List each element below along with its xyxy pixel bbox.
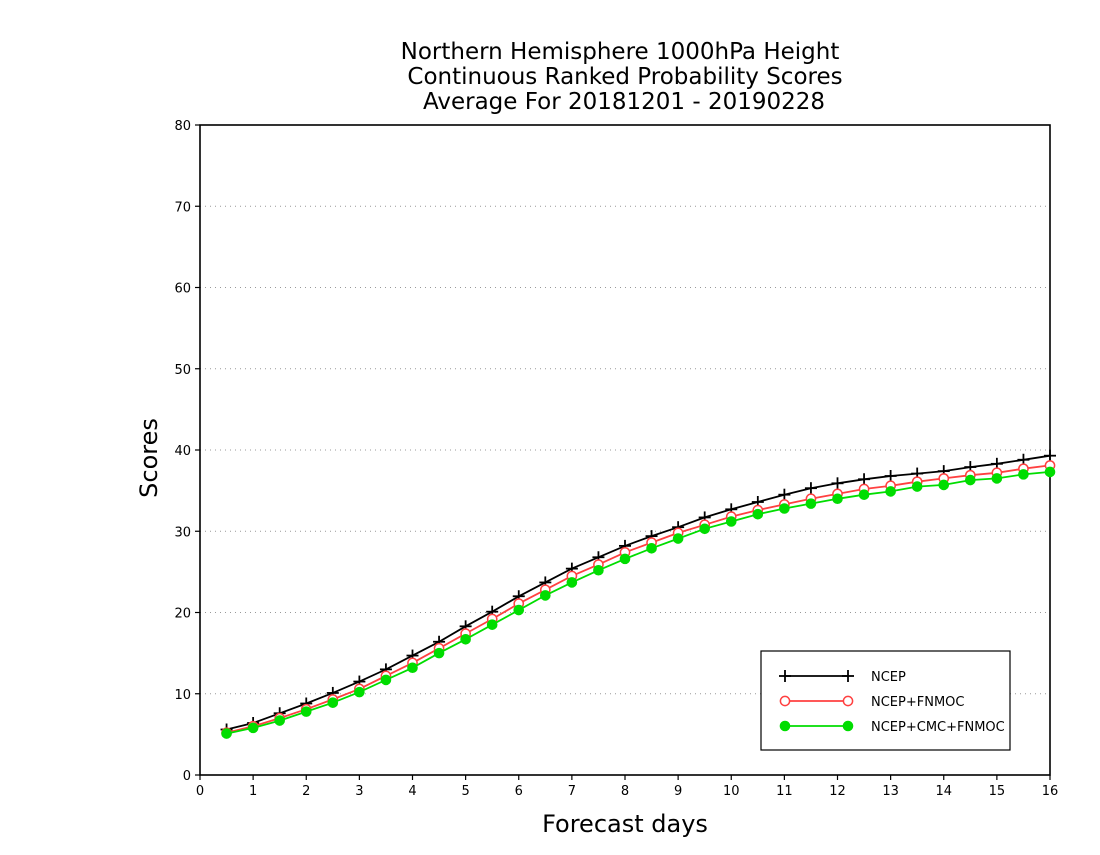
data-point-ncep-cmc-fnmoc — [486, 619, 498, 630]
data-point-ncep-cmc-fnmoc — [221, 728, 232, 739]
data-point-ncep — [1044, 449, 1056, 462]
x-tick-label: 12 — [829, 784, 846, 799]
data-point-ncep-cmc-fnmoc — [619, 553, 631, 565]
data-point-ncep — [858, 473, 871, 486]
legend-marker — [842, 670, 854, 682]
data-point-ncep-cmc-fnmoc — [247, 722, 259, 734]
legend-marker — [842, 695, 854, 707]
data-point-ncep-cmc-fnmoc — [433, 647, 445, 659]
y-tick-label: 70 — [174, 200, 191, 215]
y-tick-label: 30 — [174, 525, 191, 540]
x-tick-label: 13 — [882, 784, 899, 799]
data-point-ncep-cmc-fnmoc — [593, 564, 604, 576]
x-tick-label: 1 — [249, 784, 257, 799]
data-point-ncep-cmc-fnmoc — [354, 686, 365, 698]
data-point-ncep-cmc-fnmoc — [779, 503, 790, 514]
x-tick-label: 2 — [302, 784, 310, 799]
x-tick-label: 10 — [723, 784, 740, 799]
data-point-ncep — [884, 470, 897, 482]
chart-title: Northern Hemisphere 1000hPa Height Conti… — [401, 39, 843, 115]
legend-marker — [779, 695, 791, 707]
legend-label: NCEP — [871, 670, 906, 685]
data-point-ncep — [804, 482, 817, 495]
series-ncep-cmc-fnmoc — [221, 466, 1056, 739]
x-axis-title: Forecast days — [542, 810, 708, 838]
legend-item-ncep-fnmoc: NCEP+FNMOC — [779, 695, 964, 710]
data-point-ncep-cmc-fnmoc — [380, 674, 392, 686]
y-tick-label: 50 — [174, 363, 191, 378]
data-point-ncep-cmc-fnmoc — [938, 479, 950, 491]
y-tick-label: 80 — [174, 119, 191, 134]
legend-label: NCEP+FNMOC — [871, 695, 964, 710]
x-tick-label: 15 — [989, 784, 1006, 799]
y-tick-label: 0 — [183, 769, 191, 784]
data-point-ncep-cmc-fnmoc — [858, 489, 870, 500]
x-tick-label: 11 — [776, 784, 793, 799]
grid-lines — [200, 205, 1050, 695]
data-point-ncep-cmc-fnmoc — [460, 634, 471, 645]
series-layer — [220, 449, 1056, 739]
data-point-ncep-cmc-fnmoc — [327, 697, 339, 708]
x-tick-label: 4 — [408, 784, 416, 799]
y-tick-label: 40 — [174, 444, 191, 459]
data-point-ncep-cmc-fnmoc — [672, 533, 684, 544]
data-point-ncep-cmc-fnmoc — [540, 590, 551, 601]
data-point-ncep-cmc-fnmoc — [832, 493, 843, 505]
legend-marker — [779, 670, 791, 682]
legend-item-ncep-cmc-fnmoc: NCEP+CMC+FNMOC — [779, 720, 1005, 735]
x-tick-label: 8 — [621, 784, 629, 799]
x-tick-label: 14 — [935, 784, 952, 799]
data-point-ncep-cmc-fnmoc — [991, 473, 1003, 484]
legend: NCEP NCEP+FNMOC NCEP+CMC+FNMOC — [760, 650, 1011, 751]
x-tick-label: 6 — [515, 784, 523, 799]
data-point-ncep-cmc-fnmoc — [513, 604, 525, 616]
data-point-ncep — [831, 477, 844, 490]
data-point-ncep-cmc-fnmoc — [699, 523, 710, 535]
data-point-ncep-cmc-fnmoc — [1044, 466, 1056, 478]
data-point-ncep-cmc-fnmoc — [300, 706, 312, 717]
chart-title-line-3: Average For 20181201 - 20190228 — [423, 89, 825, 115]
legend-label: NCEP+CMC+FNMOC — [871, 720, 1005, 735]
data-point-ncep-cmc-fnmoc — [566, 577, 578, 588]
y-tick-label: 20 — [174, 607, 191, 622]
data-point-ncep-cmc-fnmoc — [885, 486, 896, 497]
data-point-ncep-cmc-fnmoc — [752, 508, 764, 520]
chart-title-line-2: Continuous Ranked Probability Scores — [407, 64, 842, 90]
data-point-ncep-cmc-fnmoc — [911, 481, 923, 492]
x-tick-label: 7 — [568, 784, 576, 799]
data-point-ncep — [778, 488, 791, 501]
y-tick-label: 10 — [174, 688, 191, 703]
legend-item-ncep: NCEP — [779, 670, 906, 685]
legend-items: NCEP NCEP+FNMOC NCEP+CMC+FNMOC — [779, 670, 1005, 735]
data-point-ncep-cmc-fnmoc — [274, 715, 285, 726]
y-axis-title: Scores — [135, 418, 163, 498]
legend-marker — [779, 720, 791, 732]
data-point-ncep-cmc-fnmoc — [646, 543, 657, 554]
legend-marker — [842, 720, 854, 732]
data-point-ncep-cmc-fnmoc — [725, 516, 737, 527]
data-point-ncep-cmc-fnmoc — [965, 474, 976, 486]
x-tick-label: 5 — [461, 784, 469, 799]
chart-title-line-1: Northern Hemisphere 1000hPa Height — [401, 39, 840, 65]
x-tick-label: 9 — [674, 784, 682, 799]
x-tick-label: 3 — [355, 784, 363, 799]
data-point-ncep-cmc-fnmoc — [1018, 469, 1029, 480]
data-point-ncep-cmc-fnmoc — [805, 498, 817, 509]
y-tick-label: 60 — [174, 282, 191, 297]
x-tick-label: 0 — [196, 784, 204, 799]
x-tick-label: 16 — [1042, 784, 1059, 799]
data-point-ncep-cmc-fnmoc — [407, 662, 418, 674]
